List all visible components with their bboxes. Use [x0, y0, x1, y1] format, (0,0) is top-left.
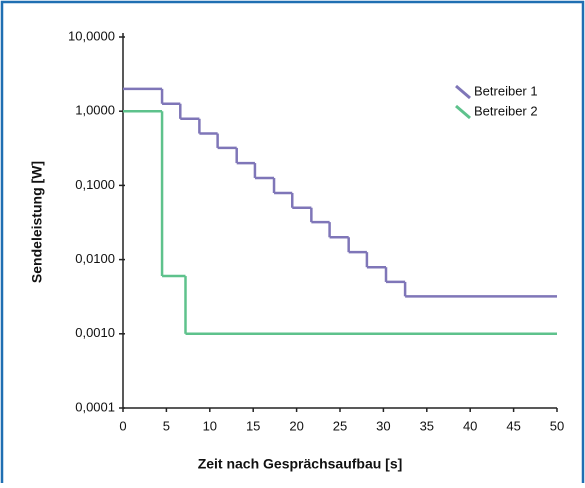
x-tick-label: 10 [203, 418, 217, 433]
y-tick-label: 10,0000 [68, 28, 115, 43]
x-tick-label: 25 [333, 418, 347, 433]
x-tick-label: 5 [163, 418, 170, 433]
x-tick-label: 50 [550, 418, 564, 433]
y-tick-label: 1,0000 [75, 103, 115, 118]
x-tick-label: 30 [376, 418, 390, 433]
y-tick-label: 0,0100 [75, 251, 115, 266]
legend-label: Betreiber 1 [474, 83, 538, 98]
legend-label: Betreiber 2 [474, 103, 538, 118]
y-tick-label: 0,1000 [75, 177, 115, 192]
x-tick-label: 45 [506, 418, 520, 433]
x-tick-label: 40 [463, 418, 477, 433]
y-tick-label: 0,0001 [75, 399, 115, 414]
x-axis-label: Zeit nach Gesprächsaufbau [s] [198, 456, 403, 472]
x-tick-label: 35 [420, 418, 434, 433]
x-tick-label: 20 [289, 418, 303, 433]
x-tick-label: 15 [246, 418, 260, 433]
y-tick-label: 0,0010 [75, 325, 115, 340]
y-axis-label: Sendeleistung [W] [29, 161, 45, 283]
x-tick-label: 0 [119, 418, 126, 433]
legend-swatch [455, 104, 471, 120]
legend-swatch [455, 84, 471, 100]
